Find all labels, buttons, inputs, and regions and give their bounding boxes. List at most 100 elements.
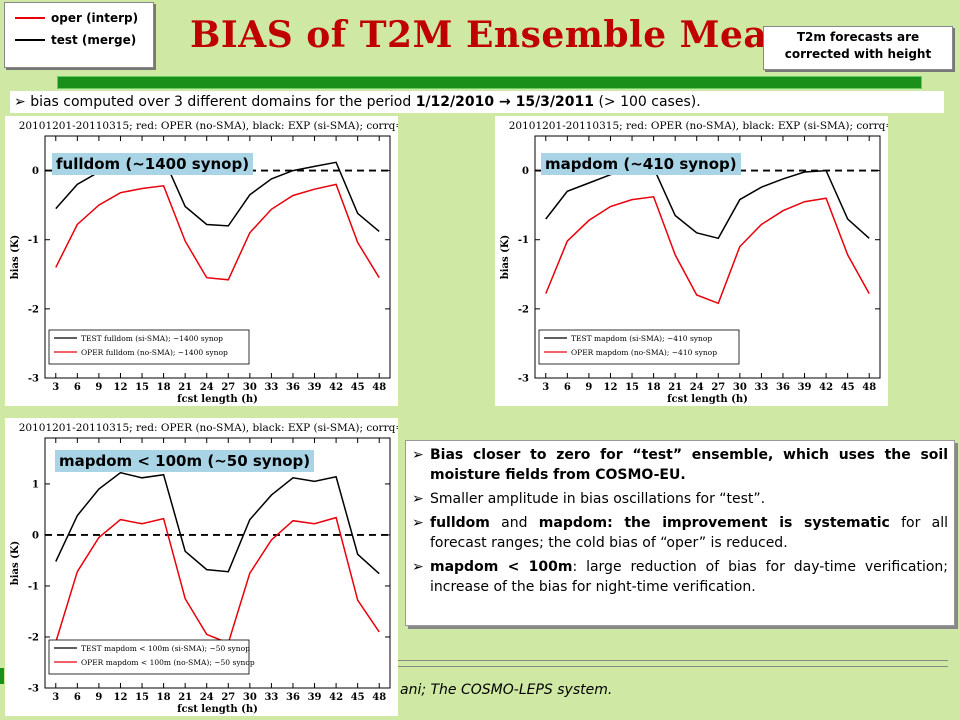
panel-label-mapdom: mapdom (~410 synop) xyxy=(541,153,741,175)
y-tick-label: -2 xyxy=(28,304,39,315)
x-tick-label: 36 xyxy=(286,382,300,393)
legend-test-line xyxy=(15,39,45,41)
x-axis-label: fcst length (h) xyxy=(667,394,748,405)
footer-bar xyxy=(398,660,948,667)
conclusion-text: Smaller amplitude in bias oscillations f… xyxy=(430,491,765,507)
x-tick-label: 45 xyxy=(841,382,855,393)
y-tick-label: 0 xyxy=(32,530,39,541)
side-tab xyxy=(0,668,4,684)
legend-entry: TEST fulldom (si-SMA); ~1400 synop xyxy=(81,334,223,343)
legend-oper-label: oper (interp) xyxy=(51,11,138,25)
x-tick-label: 9 xyxy=(585,382,592,393)
conclusions-box: ➢ Bias closer to zero for “test” ensembl… xyxy=(405,440,955,626)
conclusion-text: and xyxy=(490,515,539,531)
series-line-oper xyxy=(56,184,379,279)
x-tick-label: 3 xyxy=(52,692,59,703)
x-tick-label: 36 xyxy=(776,382,790,393)
series-line-test xyxy=(546,168,869,239)
conclusion-item: ➢ Smaller amplitude in bias oscillations… xyxy=(412,489,948,509)
y-tick-label: -1 xyxy=(28,235,39,246)
subtitle-post: (> 100 cases). xyxy=(594,94,701,110)
legend-entry: TEST mapdom < 100m (si-SMA); ~50 synop xyxy=(81,644,250,653)
x-tick-label: 48 xyxy=(372,382,386,393)
conclusion-term: mapdom: xyxy=(539,515,613,531)
y-tick-label: -3 xyxy=(28,374,39,385)
x-tick-label: 27 xyxy=(221,692,235,703)
y-tick-label: -2 xyxy=(28,632,39,643)
arrow-bullet-icon: ➢ xyxy=(14,94,26,110)
x-tick-label: 12 xyxy=(604,382,618,393)
x-tick-label: 9 xyxy=(95,382,102,393)
x-tick-label: 39 xyxy=(308,382,322,393)
subtitle: ➢ bias computed over 3 different domains… xyxy=(10,91,944,113)
legend-test: test (merge) xyxy=(15,33,136,47)
x-tick-label: 30 xyxy=(733,382,747,393)
x-tick-label: 18 xyxy=(157,382,171,393)
x-axis-label: fcst length (h) xyxy=(177,704,258,715)
legend-entry: TEST mapdom (si-SMA); ~410 synop xyxy=(571,334,712,343)
arrow-bullet-icon: ➢ xyxy=(412,513,424,533)
conclusion-item: ➢ Bias closer to zero for “test” ensembl… xyxy=(412,445,948,485)
legend-test-label: test (merge) xyxy=(51,33,136,47)
x-tick-label: 42 xyxy=(329,382,343,393)
y-tick-label: -3 xyxy=(518,374,529,385)
x-tick-label: 27 xyxy=(221,382,235,393)
x-tick-label: 18 xyxy=(647,382,661,393)
y-tick-label: -1 xyxy=(518,235,529,246)
x-tick-label: 15 xyxy=(135,692,149,703)
x-tick-label: 42 xyxy=(329,692,343,703)
x-tick-label: 48 xyxy=(372,692,386,703)
x-tick-label: 3 xyxy=(542,382,549,393)
x-tick-label: 24 xyxy=(200,382,214,393)
x-tick-label: 24 xyxy=(200,692,214,703)
divider-bar xyxy=(57,76,922,89)
y-tick-label: -2 xyxy=(518,304,529,315)
footer-text: ani; The COSMO-LEPS system. xyxy=(400,682,612,698)
x-tick-label: 12 xyxy=(114,382,128,393)
x-tick-label: 3 xyxy=(52,382,59,393)
x-tick-label: 21 xyxy=(668,382,682,393)
subtitle-pre: bias computed over 3 different domains f… xyxy=(30,94,416,110)
y-tick-label: -3 xyxy=(28,684,39,695)
conclusion-item: ➢ mapdom < 100m: large reduction of bias… xyxy=(412,557,948,597)
x-tick-label: 21 xyxy=(178,382,192,393)
x-tick-label: 6 xyxy=(564,382,571,393)
x-tick-label: 15 xyxy=(625,382,639,393)
x-tick-label: 27 xyxy=(711,382,725,393)
x-tick-label: 36 xyxy=(286,692,300,703)
panel-label-fulldom: fulldom (~1400 synop) xyxy=(52,153,253,175)
legend-entry: OPER mapdom (no-SMA); ~410 synop xyxy=(571,348,717,357)
page-title: BIAS of T2M Ensemble Mean xyxy=(190,14,794,56)
x-tick-label: 42 xyxy=(819,382,833,393)
x-tick-label: 30 xyxy=(243,382,257,393)
x-tick-label: 33 xyxy=(264,692,278,703)
height-note-line2: corrected with height xyxy=(764,46,952,63)
legend-entry: OPER fulldom (no-SMA); ~1400 synop xyxy=(81,348,228,357)
y-tick-label: 0 xyxy=(32,166,39,177)
x-tick-label: 30 xyxy=(243,692,257,703)
chart-title: 20101201-20110315; red: OPER (no-SMA), b… xyxy=(19,120,398,132)
x-tick-label: 6 xyxy=(74,692,81,703)
height-note-line1: T2m forecasts are xyxy=(764,29,952,46)
y-axis-label: bias (K) xyxy=(500,235,511,280)
x-tick-label: 18 xyxy=(157,692,171,703)
series-line-oper xyxy=(546,197,869,303)
series-line-test xyxy=(56,473,379,574)
x-tick-label: 45 xyxy=(351,692,365,703)
height-note: T2m forecasts are corrected with height xyxy=(763,26,953,70)
x-tick-label: 33 xyxy=(264,382,278,393)
legend-oper: oper (interp) xyxy=(15,11,138,25)
x-tick-label: 15 xyxy=(135,382,149,393)
x-tick-label: 24 xyxy=(690,382,704,393)
subtitle-period: 1/12/2010 → 15/3/2011 xyxy=(416,94,594,110)
y-tick-label: 1 xyxy=(32,479,39,490)
arrow-bullet-icon: ➢ xyxy=(412,489,424,509)
conclusion-text: Bias closer to zero for “test” ensemble,… xyxy=(430,447,948,483)
legend-oper-line xyxy=(15,17,45,19)
x-tick-label: 9 xyxy=(95,692,102,703)
conclusion-item: ➢ fulldom and mapdom: the improvement is… xyxy=(412,513,948,553)
x-tick-label: 21 xyxy=(178,692,192,703)
x-tick-label: 45 xyxy=(351,382,365,393)
panel-label-mapdom-100m: mapdom < 100m (~50 synop) xyxy=(55,450,314,472)
conclusion-text: the improvement is systematic xyxy=(613,515,890,531)
